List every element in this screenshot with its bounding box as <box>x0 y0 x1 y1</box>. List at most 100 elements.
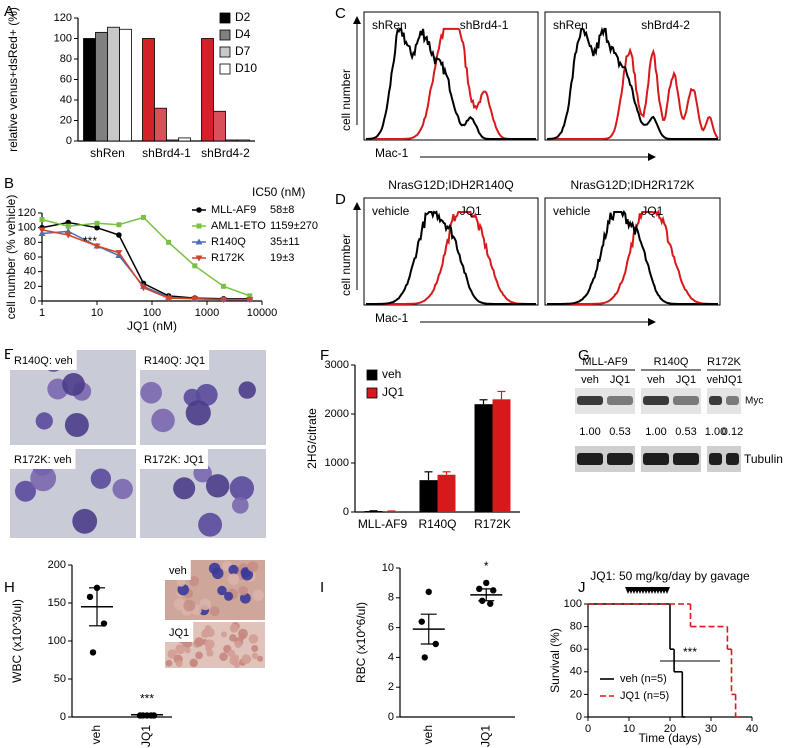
cell <box>165 659 173 667</box>
cell <box>205 627 215 638</box>
x-tick-label: R140Q <box>418 517 456 531</box>
cell <box>229 476 255 501</box>
x-tick-label: 1000 <box>195 307 219 319</box>
legend-swatch <box>219 63 231 75</box>
dose-triangles <box>625 587 670 594</box>
x-tick-label: 10 <box>91 307 103 319</box>
bar <box>419 480 438 512</box>
lane-label: JQ1 <box>722 374 742 386</box>
marker <box>139 285 147 292</box>
y-axis-label: 2HG/citrate <box>305 408 319 469</box>
y-tick-label: 40 <box>570 666 582 678</box>
cell <box>257 655 264 662</box>
x-tick-label: shRen <box>90 146 125 160</box>
plot-frame <box>544 197 721 306</box>
treated-label: shBrd4-1 <box>460 18 509 32</box>
y-tick-label: 50 <box>54 673 66 685</box>
lane-label: JQ1 <box>676 374 696 386</box>
band <box>726 396 739 405</box>
y-tick-label: 0 <box>576 711 582 723</box>
x-tick-label: 100 <box>143 307 161 319</box>
bar <box>178 137 191 142</box>
y-tick-label: 0 <box>343 506 349 518</box>
label-background <box>140 449 208 469</box>
legend-label: D2 <box>235 10 251 24</box>
control-label: shRen <box>553 18 588 32</box>
bar <box>107 26 120 142</box>
y-axis-label: WBC (x10^3/ul) <box>10 599 24 683</box>
y-tick-label: 100 <box>54 32 72 44</box>
group-label: MLL-AF9 <box>582 356 627 368</box>
marker <box>38 227 46 234</box>
band-label: Tubulin <box>744 452 783 466</box>
bar <box>154 107 167 142</box>
histogram-curve <box>547 209 718 305</box>
y-tick-label: 0 <box>60 711 66 723</box>
bar <box>225 139 238 142</box>
group-label: R140Q <box>654 356 689 368</box>
cell <box>241 654 252 665</box>
band <box>673 453 699 465</box>
x-tick-label: 30 <box>705 723 717 735</box>
x-tick-label: shBrd4-2 <box>201 146 250 160</box>
x-axis-label: JQ1 (nM) <box>127 319 177 333</box>
chart-title: JQ1: 50 mg/kg/day by gavage <box>590 569 750 583</box>
x-axis-label: Mac-1 <box>375 146 409 160</box>
bar <box>119 28 132 142</box>
cell <box>227 573 240 585</box>
myc-ratio: 1.00 <box>579 426 600 438</box>
label-background <box>165 560 191 580</box>
control-label: shRen <box>372 18 407 32</box>
marker <box>221 283 227 289</box>
y-tick-label: 1000 <box>325 457 349 469</box>
cell <box>112 478 133 500</box>
marker <box>195 255 203 262</box>
marker <box>65 223 71 229</box>
marker <box>191 296 199 303</box>
legend-swatch <box>366 369 378 381</box>
band <box>607 453 633 465</box>
legend-ic50: 19±3 <box>270 252 294 264</box>
y-tick-label: 8 <box>388 592 394 604</box>
bar <box>83 38 96 142</box>
band <box>643 396 669 405</box>
cell <box>206 649 214 657</box>
y-axis-label: cell number <box>339 69 353 131</box>
legend-label: R140Q <box>211 236 246 248</box>
marker <box>39 217 45 223</box>
plot-frame <box>544 11 721 141</box>
legend-ic50: 1159±270 <box>270 220 318 232</box>
data-point <box>490 587 497 594</box>
cell <box>62 373 85 396</box>
control-label: vehicle <box>372 204 410 218</box>
panel-label: D <box>335 191 346 208</box>
x-tick-label: veh <box>89 725 103 744</box>
image-label: R172K: veh <box>14 454 71 466</box>
y-tick-label: 2000 <box>325 408 349 420</box>
y-tick-label: 80 <box>60 53 72 65</box>
y-tick-label: 6 <box>388 622 394 634</box>
y-tick-label: 4 <box>388 651 394 663</box>
cell <box>251 644 259 652</box>
marker <box>246 297 254 304</box>
x-tick-label: 1 <box>39 307 45 319</box>
annotation: *** <box>140 692 154 706</box>
bar <box>237 139 250 142</box>
band <box>709 396 722 405</box>
marker <box>64 232 72 239</box>
cell <box>199 598 212 611</box>
y-tick-label: 20 <box>60 114 72 126</box>
y-tick-label: 40 <box>60 94 72 106</box>
x-tick-label: JQ1 <box>478 725 492 747</box>
data-point <box>86 593 94 601</box>
cell <box>229 623 239 633</box>
y-tick-label: 60 <box>24 251 36 263</box>
band <box>577 453 603 465</box>
panel-label: G <box>578 347 590 364</box>
y-axis-label: cell number (% vehicle) <box>4 195 18 320</box>
myc-ratio: 1.00 <box>705 426 726 438</box>
legend-label: D10 <box>235 61 257 75</box>
cell <box>175 660 183 667</box>
marker <box>140 214 146 220</box>
marker <box>166 239 172 245</box>
